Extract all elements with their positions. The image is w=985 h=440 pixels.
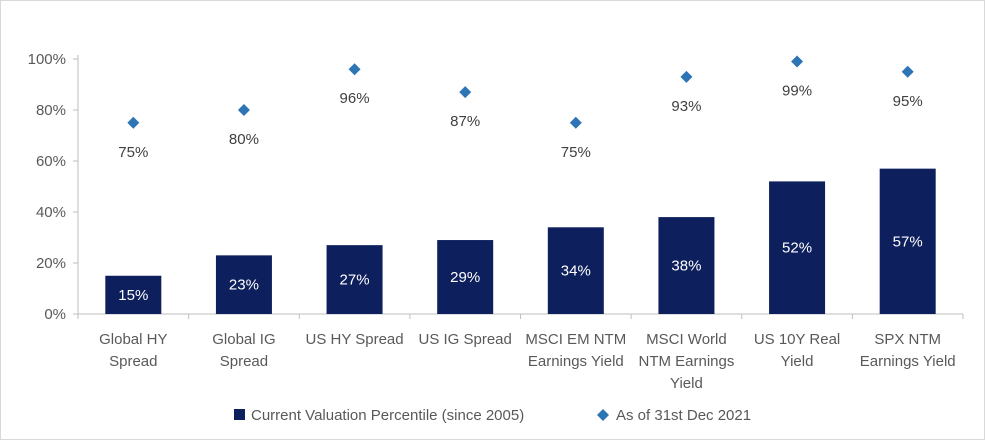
bar-data-label: 34% [561, 263, 591, 280]
diamond-marker [459, 86, 472, 99]
diamond-marker [237, 104, 250, 116]
marker-data-label: 80% [229, 131, 259, 148]
diamond-marker [569, 116, 582, 129]
bar [437, 240, 494, 314]
x-category-label: NTM Earnings [639, 353, 735, 370]
y-tick-label: 80% [36, 102, 66, 119]
bar-data-label: 29% [450, 269, 480, 286]
bar-data-label: 38% [671, 258, 701, 275]
x-category-label: Yield [670, 375, 703, 392]
bar-data-label: 52% [782, 240, 812, 257]
bar-data-label: 23% [229, 277, 259, 294]
bar-data-label: 15% [118, 287, 148, 304]
diamond-marker [680, 70, 693, 83]
legend-marker-label: As of 31st Dec 2021 [616, 407, 751, 424]
marker-data-label: 95% [893, 93, 923, 110]
legend-diamond-swatch [597, 409, 609, 421]
diamond-marker [791, 55, 804, 68]
x-category-label: US HY Spread [306, 331, 404, 348]
bar [547, 227, 604, 314]
bar [879, 168, 936, 314]
bar [105, 275, 162, 314]
legend-bar-label: Current Valuation Percentile (since 2005… [251, 407, 524, 424]
bar [215, 255, 272, 314]
x-category-label: US 10Y Real [754, 331, 840, 348]
legend-bar-swatch [234, 409, 245, 420]
y-tick-label: 40% [36, 204, 66, 221]
diamond-marker [127, 116, 140, 129]
x-category-label: Global IG [212, 331, 275, 348]
diamond-marker [348, 63, 361, 76]
x-category-label: MSCI World [646, 331, 727, 348]
marker-data-label: 75% [118, 144, 148, 161]
x-category-label: Global HY [99, 331, 167, 348]
marker-data-label: 96% [340, 90, 370, 107]
y-tick-label: 0% [44, 306, 66, 323]
bar-data-label: 27% [340, 272, 370, 289]
bar [326, 245, 383, 314]
y-tick-label: 60% [36, 153, 66, 170]
x-category-label: Earnings Yield [860, 353, 956, 370]
x-category-label: MSCI EM NTM [525, 331, 626, 348]
x-category-label: US IG Spread [418, 331, 511, 348]
bar [658, 217, 715, 314]
y-tick-label: 100% [28, 51, 66, 68]
x-category-label: Spread [109, 353, 157, 370]
marker-data-label: 87% [450, 113, 480, 130]
marker-data-label: 75% [561, 144, 591, 161]
bar-data-label: 57% [893, 233, 923, 250]
bar [769, 181, 826, 314]
x-category-label: Spread [220, 353, 268, 370]
y-tick-label: 20% [36, 255, 66, 272]
x-category-label: SPX NTM [874, 331, 941, 348]
marker-data-label: 93% [671, 98, 701, 115]
x-category-label: Earnings Yield [528, 353, 624, 370]
x-category-label: Yield [781, 353, 814, 370]
diamond-marker [901, 65, 914, 78]
marker-data-label: 99% [782, 83, 812, 100]
